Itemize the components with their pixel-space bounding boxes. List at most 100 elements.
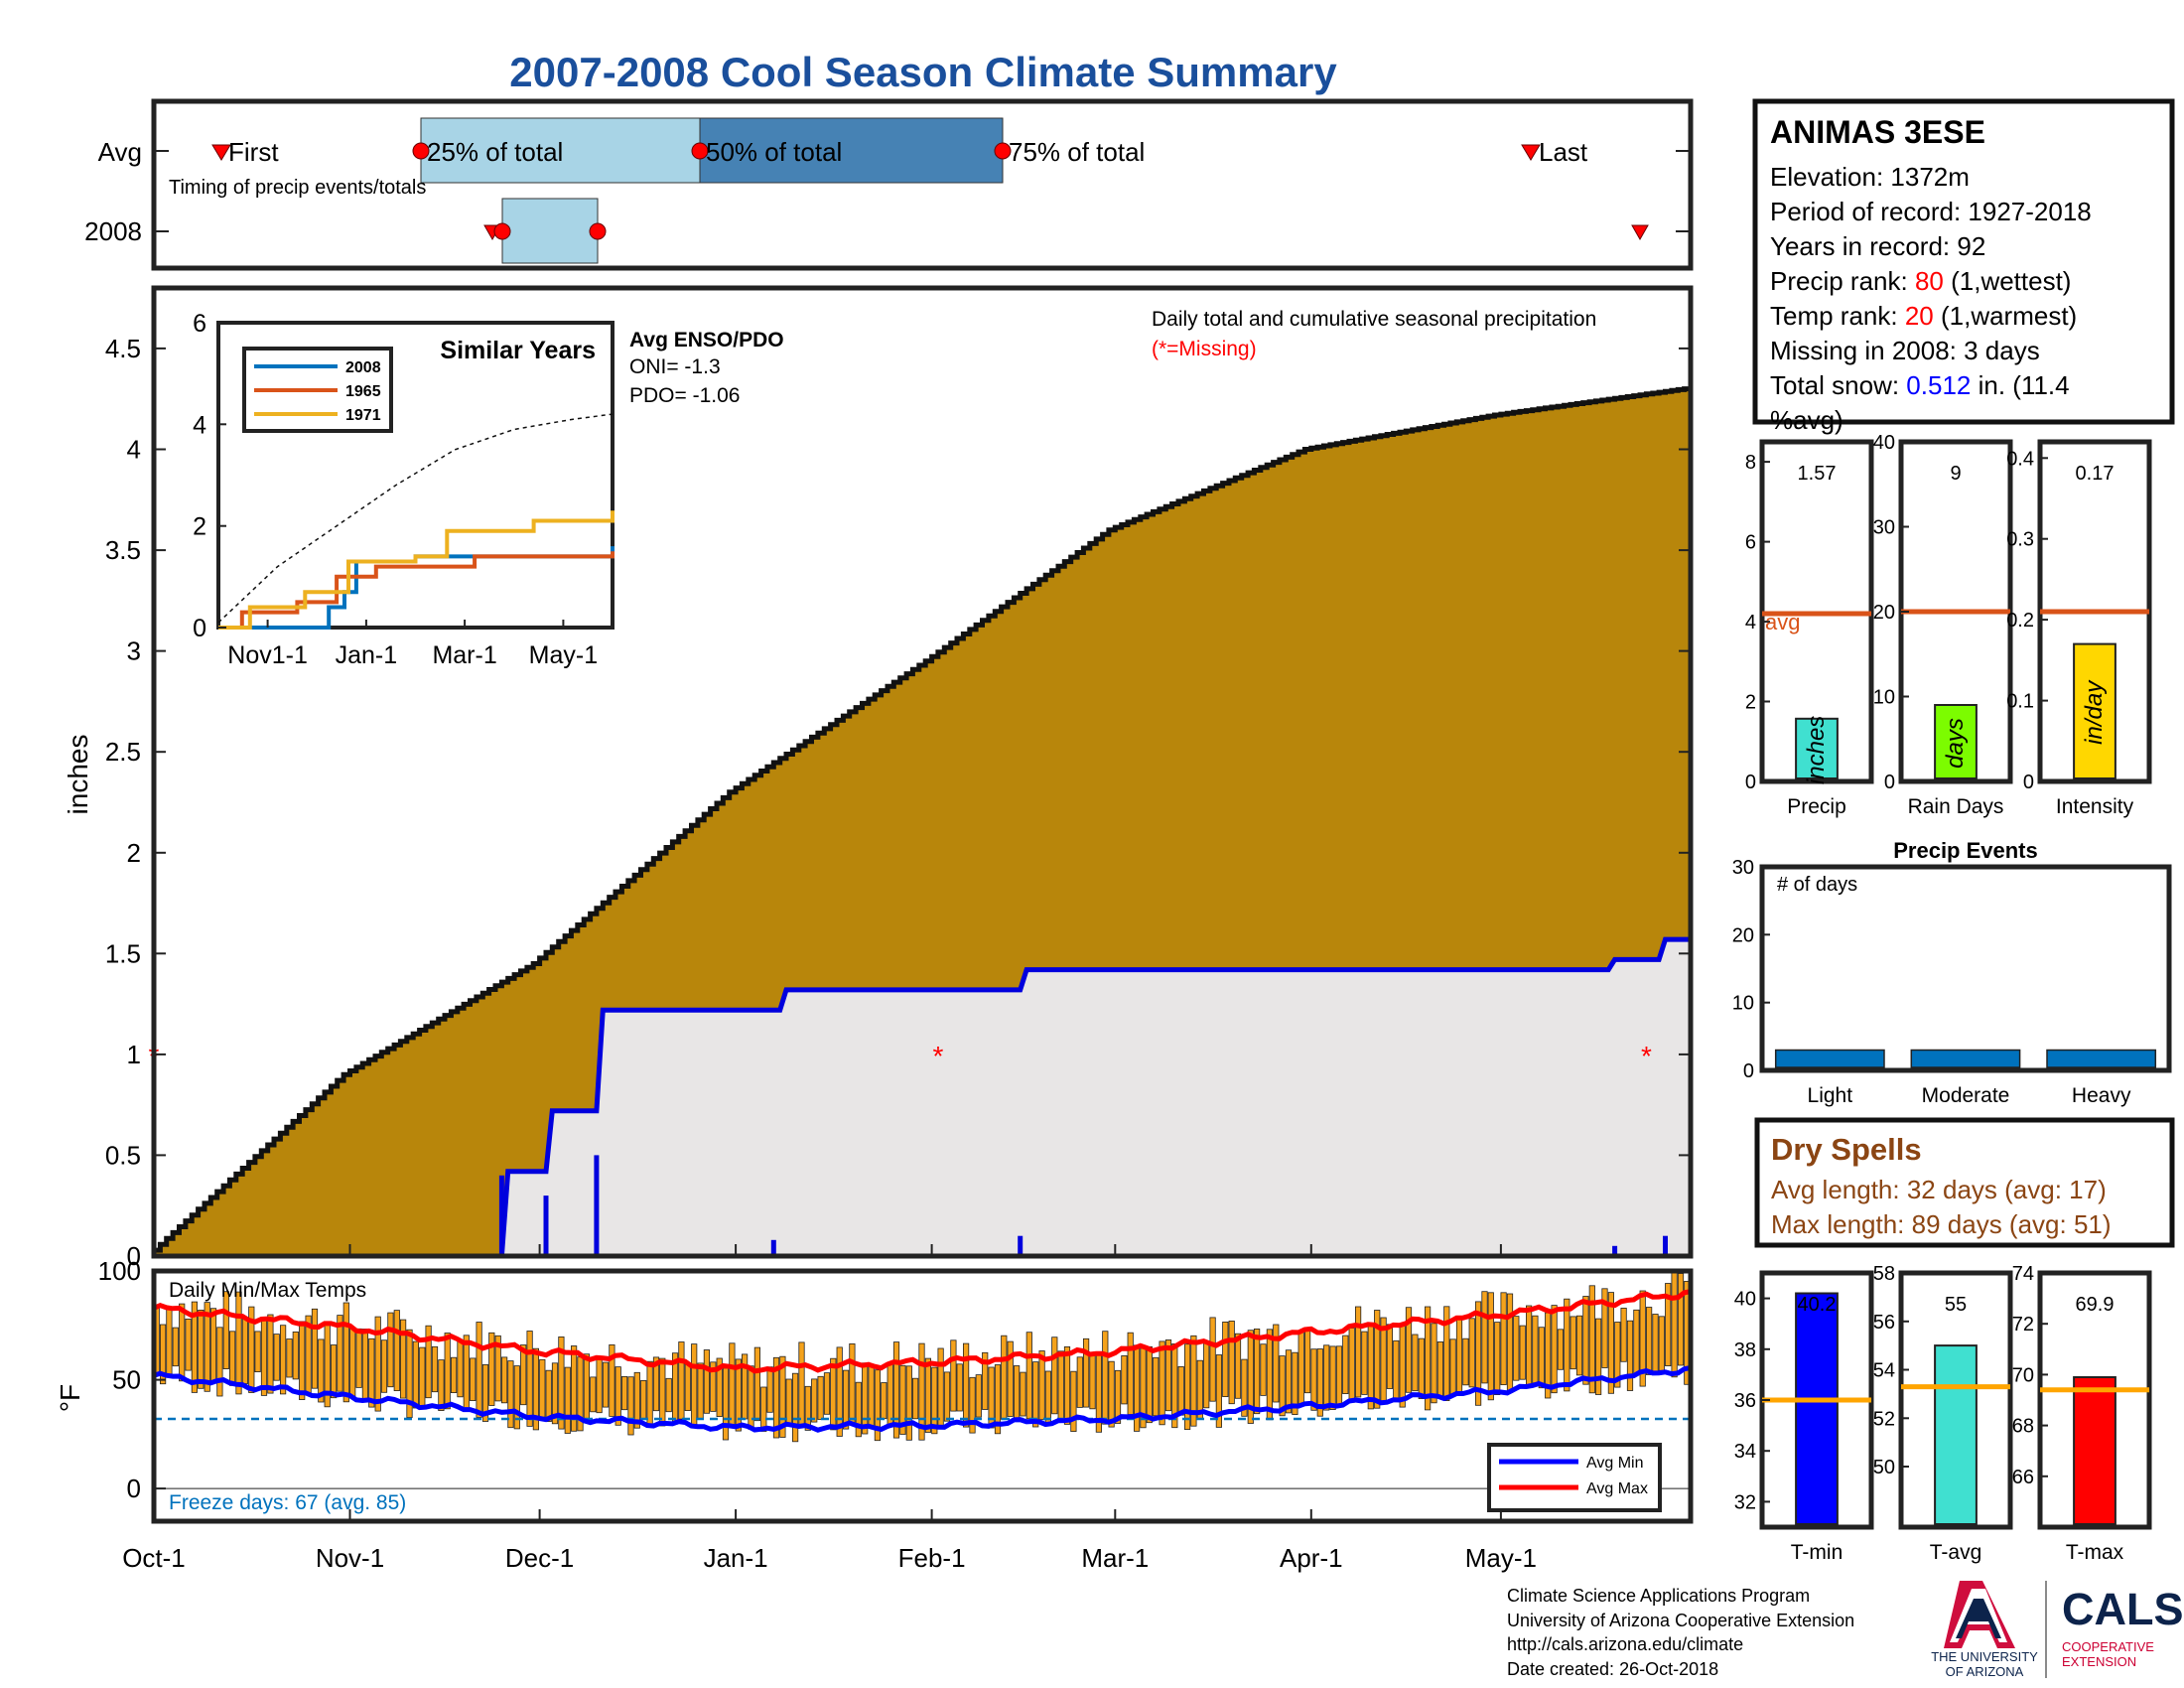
station-precip-rank: Precip rank: 80 (1,wettest) <box>1770 266 2071 296</box>
daily-temp-bar-193 <box>1374 1310 1381 1409</box>
daily-temp-bar-53 <box>488 1332 495 1406</box>
daily-temp-bar-1 <box>159 1324 167 1385</box>
daily-temp-bar-204 <box>1443 1306 1450 1402</box>
daily-temp-bar-125 <box>943 1371 951 1422</box>
season-total-bar-0 <box>1795 717 1839 779</box>
season-total-tick-label-1-3: 30 <box>1873 517 1895 539</box>
daily-temp-bar-8 <box>204 1302 210 1392</box>
similar-years-axes: 0 2 4 6 Nov1-1 Jan-1 Mar-1 May-1 <box>193 310 598 669</box>
daily-temp-bar-239 <box>1665 1283 1672 1366</box>
daily-temp-bar-25 <box>311 1308 319 1389</box>
daily-temp-bar-104 <box>811 1378 818 1423</box>
month-label-apr-1: Apr-1 <box>1280 1543 1343 1573</box>
similar-years-series <box>217 413 614 630</box>
precip-events-label-moderate: Moderate <box>1922 1084 2010 1107</box>
timing-row-2008: 2008 <box>84 216 142 246</box>
precip-events-bar-light <box>1774 1049 1885 1068</box>
precip-y-tick-label-5: 2.5 <box>105 737 141 767</box>
month-label-dec-1: Dec-1 <box>505 1543 574 1573</box>
month-label-feb-1: Feb-1 <box>898 1543 966 1573</box>
freeze-days: Freeze days: 67 (avg. 85) <box>169 1491 406 1514</box>
daily-temp-bar-234 <box>1633 1309 1640 1374</box>
daily-temp-bar-217 <box>1526 1305 1533 1386</box>
daily-temp-bar-215 <box>1513 1316 1520 1381</box>
daily-temp-bar-196 <box>1393 1339 1400 1400</box>
daily-temp-bar-47 <box>450 1356 458 1393</box>
daily-temp-bar-120 <box>912 1377 919 1420</box>
daily-temp-bar-241 <box>1677 1273 1685 1366</box>
precip-events-chart: Precip Events # of days Light Moderate Hea… <box>1732 838 2172 1107</box>
temp-summary-tick-label-2-2: 70 <box>2012 1364 2034 1386</box>
daily-temp-bar-227 <box>1588 1285 1595 1394</box>
daily-temp-bar-167 <box>1209 1317 1216 1402</box>
station-snow: Total snow: 0.512 in. (11.4 <box>1770 370 2070 400</box>
precip-y-tick-label-9: 4.5 <box>105 334 141 363</box>
daily-temp-bar-186 <box>1329 1345 1336 1411</box>
daily-temp-bar-70 <box>596 1355 603 1414</box>
daily-temp-bar-169 <box>1222 1322 1229 1398</box>
season-total-tick-label-2-4: 0.4 <box>2006 448 2034 470</box>
daily-temp-bar-45 <box>438 1359 445 1411</box>
daily-temp-bar-13 <box>235 1291 242 1395</box>
similar-years-y-tick-label-1: 2 <box>193 513 206 541</box>
logo-ua-line2: OF ARIZONA <box>1946 1664 2024 1679</box>
daily-precip-bar-2 <box>594 1155 600 1256</box>
university-logo: THE UNIVERSITY OF ARIZONA CALS COOPERATI… <box>1931 1581 2184 1679</box>
temp-summary-tick-label-0-0: 32 <box>1734 1491 1756 1513</box>
daily-temp-bar-202 <box>1431 1323 1437 1404</box>
season-total-tick-label-2-0: 0 <box>2023 772 2034 793</box>
footer-line1: Climate Science Applications Program <box>1507 1586 1810 1606</box>
temp-summary-label-2: T-max <box>2066 1541 2124 1564</box>
daily-temp-bar-228 <box>1595 1318 1602 1395</box>
daily-temp-bar-151 <box>1108 1360 1115 1428</box>
daily-temp-bar-58 <box>520 1344 527 1406</box>
daily-temp-bar-175 <box>1260 1343 1267 1396</box>
daily-temp-bar-231 <box>1614 1322 1621 1388</box>
station-period: Period of record: 1927-2018 <box>1770 197 2092 226</box>
daily-temp-bar-80 <box>659 1357 666 1427</box>
daily-temp-bar-6 <box>191 1301 198 1393</box>
daily-temp-bar-190 <box>1355 1306 1362 1398</box>
season-total-tick-label-1-2: 20 <box>1873 602 1895 624</box>
temp-summary-bar-1 <box>1934 1344 1978 1525</box>
daily-temp-bar-146 <box>1076 1356 1083 1408</box>
daily-temp-bar-90 <box>722 1367 730 1441</box>
daily-temp-bar-185 <box>1323 1344 1330 1411</box>
daily-temp-bar-152 <box>1114 1369 1122 1424</box>
missing-day-marker-1: * <box>932 1041 943 1071</box>
daily-temp-bar-65 <box>564 1366 571 1434</box>
dry-spells-box: Dry Spells Avg length: 32 days (avg: 17)… <box>1754 1117 2175 1248</box>
daily-temp-bar-126 <box>950 1339 957 1412</box>
similar-years-x-tick-label-0: Nov1-1 <box>227 641 308 669</box>
daily-temp-bar-11 <box>222 1291 229 1369</box>
daily-temp-bar-173 <box>1247 1330 1254 1424</box>
daily-temp-bar-28 <box>330 1344 338 1399</box>
daily-temp-bar-10 <box>216 1327 223 1397</box>
daily-temp-bar-226 <box>1582 1296 1589 1385</box>
daily-temp-bar-33 <box>361 1329 369 1401</box>
daily-temp-bar-22 <box>292 1332 299 1380</box>
precip-y-tick-label-3: 1.5 <box>105 938 141 968</box>
temp-summary-bar-0 <box>1795 1292 1839 1525</box>
daily-temp-bar-69 <box>590 1376 597 1413</box>
daily-temp-bar-52 <box>481 1364 489 1422</box>
similar-years-y-tick-label-3: 6 <box>193 310 206 338</box>
daily-temp-bar-212 <box>1494 1322 1501 1395</box>
month-label-mar-1: Mar-1 <box>1081 1543 1149 1573</box>
precip-events-label-light: Light <box>1808 1084 1853 1107</box>
daily-temp-bar-91 <box>729 1342 736 1427</box>
season-total-value-1: 9 <box>1950 463 1961 485</box>
daily-temp-bar-119 <box>905 1365 912 1441</box>
daily-temp-bar-87 <box>703 1349 711 1414</box>
temp-summary-label-1: T-avg <box>1930 1541 1982 1564</box>
daily-temp-bar-9 <box>209 1308 217 1383</box>
season-total-unit-1: days <box>1942 718 1969 769</box>
temp-title: Daily Min/Max Temps <box>169 1279 366 1302</box>
timing-avg-box-second-half <box>699 117 1004 184</box>
precip-events-title: Precip Events <box>1893 838 2038 863</box>
daily-temp-bar-118 <box>899 1364 906 1435</box>
daily-temp-bar-40 <box>406 1329 413 1418</box>
enso-pdo: PDO= -1.06 <box>629 384 740 407</box>
enso-title: Avg ENSO/PDO <box>629 329 784 352</box>
footer-credits: Climate Science Applications Program Uni… <box>1507 1586 1854 1679</box>
